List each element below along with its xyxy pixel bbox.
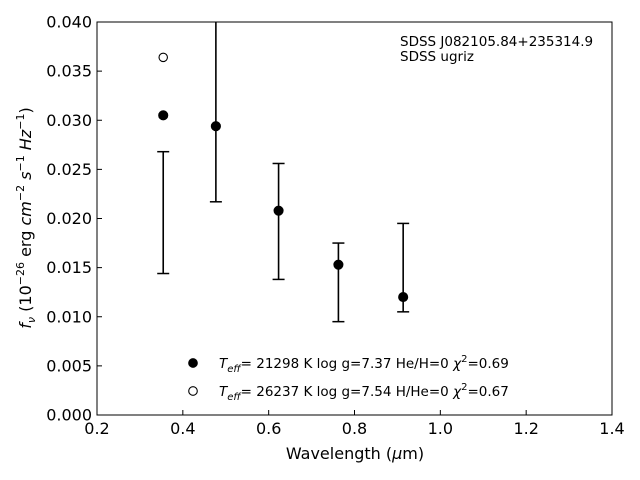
- x-tick-label: 0.6: [256, 419, 281, 438]
- x-tick-label: 0.4: [170, 419, 195, 438]
- legend-marker-open: [188, 386, 198, 396]
- y-tick-label: 0.020: [46, 209, 92, 228]
- model-point-filled: [273, 205, 284, 216]
- x-tick-label: 0.8: [342, 419, 367, 438]
- model-point-filled: [158, 110, 169, 121]
- filter-set-annotation: SDSS ugriz: [400, 49, 474, 65]
- error-bars: [157, 22, 410, 323]
- x-tick-label: 1.0: [428, 419, 453, 438]
- x-tick-label: 0.2: [84, 419, 109, 438]
- model-point-filled: [398, 292, 409, 303]
- data-markers: [158, 52, 409, 303]
- model-point-filled: [333, 259, 344, 270]
- y-tick-label: 0.010: [46, 307, 92, 326]
- y-tick-label: 0.015: [46, 258, 92, 277]
- y-tick-label: 0.040: [46, 13, 92, 32]
- y-tick-label: 0.030: [46, 111, 92, 130]
- legend-marker-filled: [188, 358, 198, 368]
- model-point-filled: [210, 121, 221, 132]
- y-tick-label: 0.035: [46, 62, 92, 81]
- y-tick-label: 0.025: [46, 160, 92, 179]
- x-tick-label: 1.4: [599, 419, 624, 438]
- y-tick-label: 0.005: [46, 356, 92, 375]
- legend: Teff= 21298 K log g=7.37 He/H=0 χ2=0.69 …: [188, 354, 509, 403]
- object-name-annotation: SDSS J082105.84+235314.9: [400, 34, 593, 50]
- model-point-open: [158, 52, 168, 63]
- x-axis-title: Wavelength (μm): [286, 444, 424, 463]
- y-axis: 0.000 0.005 0.010 0.015 0.020 0.025 0.030 0.035…: [46, 13, 102, 425]
- y-axis-title: fν (10−26 erg cm−2 s−1 Hz−1): [14, 107, 38, 328]
- x-tick-label: 1.2: [513, 419, 538, 438]
- x-axis: 0.2 0.4 0.6 0.8 1.0 1.2 1.4: [84, 410, 625, 438]
- y-tick-label: 0.000: [46, 406, 92, 425]
- legend-label-filled: Teff= 21298 K log g=7.37 He/H=0 χ2=0.69: [219, 354, 509, 375]
- legend-label-open: Teff= 26237 K log g=7.54 H/He=0 χ2=0.67: [219, 382, 509, 403]
